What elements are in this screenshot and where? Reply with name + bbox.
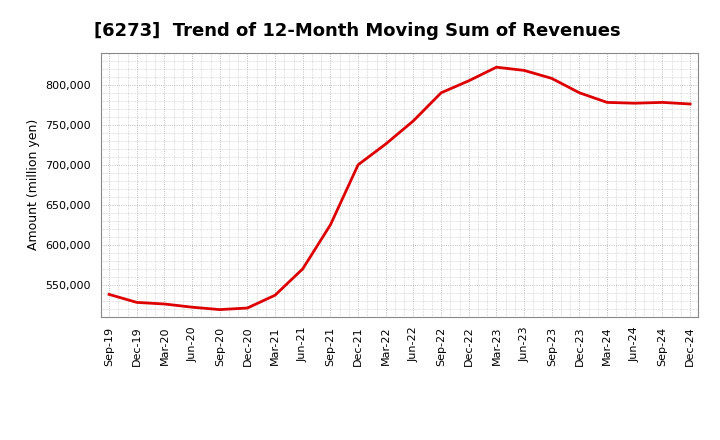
Text: [6273]  Trend of 12-Month Moving Sum of Revenues: [6273] Trend of 12-Month Moving Sum of R…	[94, 22, 620, 40]
Y-axis label: Amount (million yen): Amount (million yen)	[27, 119, 40, 250]
